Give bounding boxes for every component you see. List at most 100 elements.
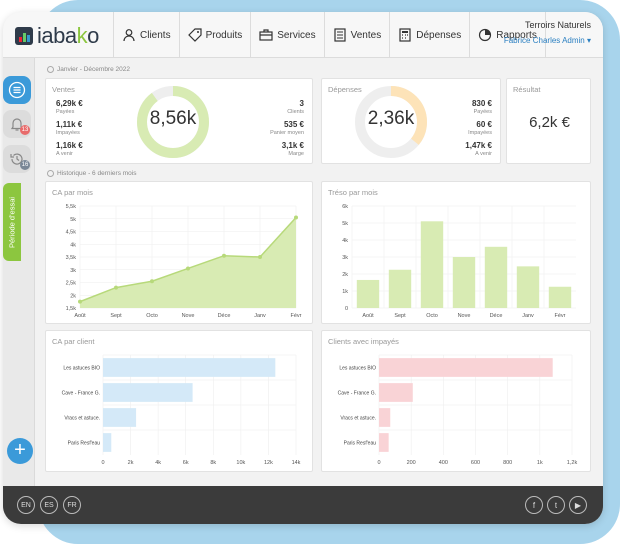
bar [103,358,276,377]
notifications-button[interactable]: 13 [3,110,31,138]
period-label[interactable]: Janvier - Décembre 2022 [47,66,130,73]
depenses-card[interactable]: Dépenses 2,36k 830 € Payées 60 € Impayée… [321,78,501,164]
nav-produits[interactable]: Produits [178,12,251,58]
add-button[interactable]: + [7,438,33,464]
chart-title: Clients avec impayés [328,337,399,346]
x-tick-label: 0 [101,460,104,466]
kpi-label: Panier moyen [270,130,304,136]
nav-label: Dépenses [416,29,462,41]
donut-paid-segment [355,86,427,158]
ca-par-client-card[interactable]: CA par client 0 2k 4k 6k 8k 10k 12k 14k Les astu… [45,330,313,472]
clients-impayes-card[interactable]: Clients avec impayés 0 200 400 600 800 1k 1,2k… [321,330,591,472]
bar [516,266,540,308]
bar [356,279,380,308]
bar [548,286,572,308]
nav-rapports[interactable]: Rapports [469,12,546,58]
area-fill [80,217,296,308]
bar [103,383,193,402]
x-tick-label: Févr [291,313,302,319]
notification-count-badge: 13 [20,125,30,135]
history-label[interactable]: Historique - 6 derniers mois [47,170,136,177]
bar [103,433,112,452]
data-point [114,285,118,290]
briefcase-icon [259,28,273,42]
trial-period-tab[interactable]: Période d'essai [3,183,21,261]
x-tick-label: Févr [555,313,566,319]
treso-par-mois-chart: 0 1k 2k 3k 4k 5k 6k Août Sept Octo Nove Déce Janv Fév… [342,204,576,319]
lang-fr-button[interactable]: FR [63,496,81,514]
ventes-card[interactable]: Ventes 6,29k € Payées 1,11k € Impayées 1… [45,78,313,164]
kpi-label: Impayées [56,130,80,136]
facebook-icon[interactable]: f [525,496,543,514]
history-button[interactable]: 16 [3,145,31,173]
nav-clients[interactable]: Clients [113,12,179,58]
period-text: Janvier - Décembre 2022 [57,66,130,73]
card-title: Ventes [52,85,75,94]
x-tick-label: 1k [537,460,543,466]
account-menu[interactable]: Terroirs Naturels Fabrice Charles Admin … [504,20,591,45]
x-tick-label: Octo [426,313,438,319]
y-tick-label: Vracs et astuce. [340,416,376,422]
organization-name: Terroirs Naturels [524,20,591,30]
nav-label: Services [277,29,316,41]
y-tick-label: Les astuces BIO [63,366,100,372]
chart-title: CA par client [52,337,95,346]
x-tick-label: 8k [210,460,216,466]
kpi-value: 535 € [283,120,304,129]
x-tick-label: Janv [522,313,534,319]
menu-button[interactable] [3,76,31,104]
twitter-icon[interactable]: t [547,496,565,514]
y-tick-label: 5k [342,221,348,227]
history-text: Historique - 6 derniers mois [57,170,137,177]
bar [379,408,391,427]
x-tick-label: 2k [128,460,134,466]
x-tick-label: 0 [377,460,380,466]
ca-par-client-chart: 0 2k 4k 6k 8k 10k 12k 14k Les astuces BIO Cave - … [62,354,301,466]
user-name[interactable]: Fabrice Charles Admin ▾ [503,36,591,45]
sidebar: 13 16 Période d'essai + [3,58,35,486]
clients-impayes-chart: 0 200 400 600 800 1k 1,2k Les astuces BIO Cave -… [338,354,577,466]
kpi-value: 60 € [476,120,492,129]
resultat-card[interactable]: Résultat 6,2k € [506,78,591,164]
y-tick-label: 2k [342,272,348,278]
y-tick-label: 1,5k [66,306,77,312]
treso-par-mois-card[interactable]: Tréso par mois 0 1k 2k 3k 4k 5k 6k Août Sept Octo… [321,181,591,324]
kpi-value: 1,47k € [465,141,492,150]
x-tick-label: 10k [236,460,245,466]
x-tick-label: Nove [182,313,195,319]
lang-en-button[interactable]: EN [17,496,35,514]
x-tick-label: Sept [110,313,122,319]
bar [452,257,476,308]
nav-label: Clients [140,29,171,41]
data-point [150,279,154,284]
nav-ventes[interactable]: Ventes [323,12,390,58]
y-tick-label: 0 [345,306,348,312]
x-tick-label: 12k [264,460,273,466]
history-count-badge: 16 [20,160,30,170]
x-tick-label: Août [362,313,374,319]
nav-services[interactable]: Services [250,12,323,58]
data-point [258,255,262,259]
chart-title: CA par mois [52,188,93,197]
nav-label: Ventes [350,29,382,41]
y-tick-label: Les astuces BIO [339,366,376,372]
nav-label: Rapports [496,29,537,41]
y-tick-label: 5,5k [66,204,77,210]
data-point [186,266,190,271]
kpi-label: Clients [287,109,304,115]
bar [379,433,389,452]
kpi-value: 6,29k € [56,99,83,108]
user-icon [122,28,136,42]
lang-es-button[interactable]: ES [40,496,58,514]
data-point [78,299,82,304]
plus-icon: + [14,439,26,461]
logo[interactable]: iabako [15,23,99,48]
y-tick-label: 1k [342,289,348,295]
kpi-value: 3,1k € [281,141,304,150]
ca-par-mois-card[interactable]: CA par mois 1,5k 2k 2,5k 3k 3,5k 4k 4,5k 5k 5,5k… [45,181,313,324]
nav-depenses[interactable]: Dépenses [389,12,469,58]
y-tick-label: Cave - France G. [62,391,100,397]
youtube-icon[interactable]: ▶ [569,496,587,514]
kpi-label: A venir [56,151,73,157]
x-tick-label: 400 [439,460,448,466]
